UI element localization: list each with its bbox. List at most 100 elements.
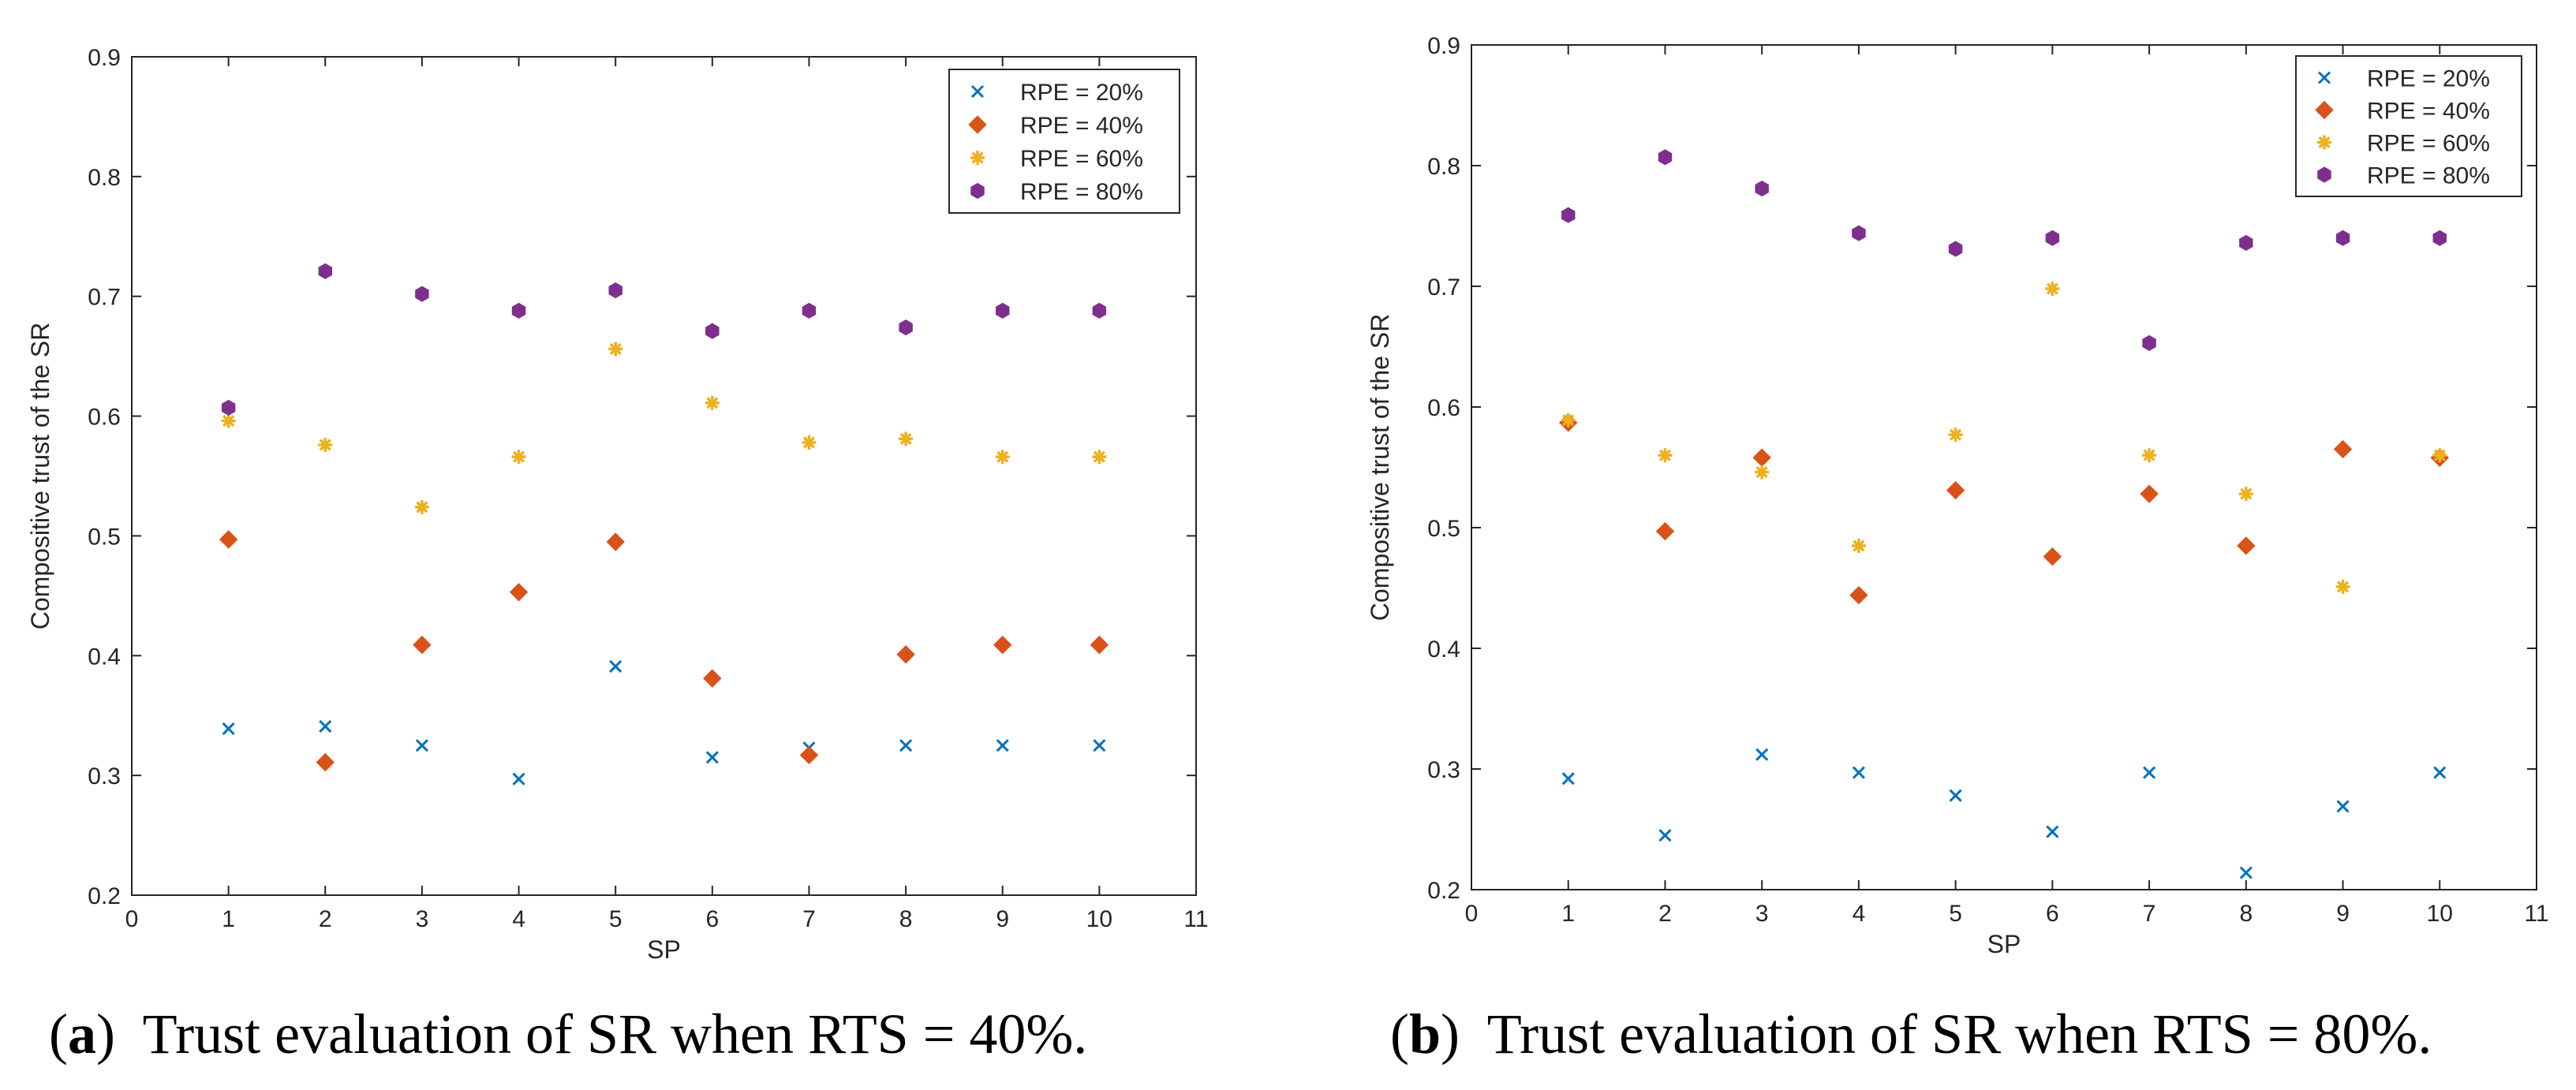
diamond-marker <box>219 530 238 549</box>
y-tick-label: 0.9 <box>1427 33 1460 59</box>
x-tick-label: 10 <box>1086 906 1112 932</box>
y-axis-label: Compositive trust of the SR <box>1366 314 1394 621</box>
x-tick-label: 3 <box>1755 901 1769 927</box>
x-tick-label: 8 <box>2239 901 2253 927</box>
x-marker <box>1561 772 1575 786</box>
series-3 <box>1561 282 2447 594</box>
x-tick-label: 0 <box>125 906 139 932</box>
hexagon-marker <box>802 302 817 319</box>
legend-label: RPE = 60% <box>1020 146 1143 172</box>
star-marker <box>414 499 429 514</box>
y-tick-label: 0.7 <box>88 285 121 311</box>
diamond-marker <box>896 645 915 664</box>
x-tick-label: 5 <box>1949 901 1962 927</box>
series-1 <box>222 659 1106 786</box>
chart-panel-b: 0 1 2 3 4 5 6 7 8 9 10 11 0.2 0.3 0.4 0.5 0.6 0.7 0.8 0.9 SP… <box>1341 0 2576 1090</box>
x-tick-label: 4 <box>1853 901 1866 927</box>
y-tick-label: 0.2 <box>88 883 121 909</box>
star-marker <box>705 395 720 410</box>
star-marker <box>995 450 1010 465</box>
series-4 <box>221 263 1107 416</box>
legend: RPE = 20% RPE = 40% RPE = 60% RPE = 80% <box>948 69 1180 214</box>
diamond-marker <box>1090 635 1109 655</box>
y-tick-label: 0.7 <box>1427 274 1460 300</box>
legend-label: RPE = 20% <box>1020 80 1143 106</box>
hexagon-marker <box>2045 230 2060 246</box>
hexagon-marker <box>2142 334 2156 351</box>
legend-marker <box>2315 100 2334 120</box>
x-marker <box>1949 789 1962 802</box>
hexagon-marker <box>415 286 429 302</box>
diamond-marker <box>1946 480 1965 500</box>
legend-marker <box>2317 71 2331 84</box>
y-tick-label: 0.6 <box>1427 395 1460 421</box>
diamond-marker <box>703 669 722 688</box>
star-marker <box>1755 465 1770 480</box>
diamond-marker <box>413 635 432 655</box>
caption-letter: a <box>67 1002 96 1066</box>
y-tick-label: 0.6 <box>88 405 121 431</box>
x-axis-label: SP <box>1987 930 2021 958</box>
hexagon-marker <box>899 319 913 336</box>
star-marker <box>2238 487 2253 502</box>
star-marker <box>802 435 817 450</box>
x-marker <box>1093 739 1106 752</box>
x-marker <box>2143 766 2156 779</box>
star-marker <box>1658 448 1673 463</box>
y-axis-label: Compositive trust of the SR <box>26 323 54 629</box>
x-marker <box>899 739 913 752</box>
x-marker <box>512 772 525 786</box>
chart-panel-a: 0 1 2 3 4 5 6 7 8 9 10 11 0.2 0.3 0.4 0.5 0.6 0.7 0.8 0.9 SP… <box>0 0 1247 1090</box>
hexagon-marker <box>996 302 1010 319</box>
legend-marker <box>968 115 987 134</box>
x-tick-label: 5 <box>609 906 623 932</box>
x-marker <box>2433 766 2447 779</box>
star-marker <box>511 450 526 465</box>
x-tick-label: 1 <box>1561 901 1575 927</box>
diamond-marker <box>316 752 335 772</box>
scatter-chart-a: 0 1 2 3 4 5 6 7 8 9 10 11 0.2 0.3 0.4 0.5 0.6 0.7 0.8 0.9 SP… <box>26 45 1209 964</box>
y-tick-label: 0.3 <box>1427 757 1460 783</box>
legend-marker <box>970 84 985 99</box>
diamond-marker <box>509 583 529 602</box>
diamond-marker <box>2043 547 2062 566</box>
star-marker <box>2432 448 2447 463</box>
x-tick-label: 10 <box>2427 901 2453 927</box>
scatter-chart-b: 0 1 2 3 4 5 6 7 8 9 10 11 0.2 0.3 0.4 0.5 0.6 0.7 0.8 0.9 SP… <box>1366 33 2549 958</box>
hexagon-marker <box>2335 230 2350 246</box>
x-marker <box>1658 829 1672 842</box>
legend-label: RPE = 20% <box>2367 66 2490 92</box>
legend-marker <box>2317 135 2331 150</box>
x-tick-label: 2 <box>1658 901 1672 927</box>
star-marker <box>2335 579 2350 594</box>
diamond-marker <box>993 635 1012 655</box>
x-marker <box>2336 800 2350 813</box>
x-tick-label: 0 <box>1465 901 1479 927</box>
star-marker <box>1092 450 1107 465</box>
legend-box <box>948 69 1180 214</box>
x-tick-label: 6 <box>705 906 719 932</box>
x-marker <box>1755 748 1769 761</box>
legend: RPE = 20% RPE = 40% RPE = 60% RPE = 80% <box>2295 55 2522 197</box>
x-marker <box>319 719 332 733</box>
legend-marker <box>2317 166 2331 183</box>
hexagon-marker <box>1755 180 1769 197</box>
caption-letter: b <box>1408 1002 1441 1066</box>
star-marker <box>2142 448 2157 463</box>
y-tick-label: 0.8 <box>1427 154 1460 180</box>
caption-text: Trust evaluation of SR when RTS = 40%. <box>142 1002 1088 1066</box>
x-marker <box>2046 825 2059 838</box>
hexagon-marker <box>511 302 526 319</box>
x-tick-label: 2 <box>319 906 332 932</box>
legend-label: RPE = 60% <box>2367 131 2490 157</box>
y-tick-label: 0.3 <box>88 763 121 790</box>
x-tick-label: 7 <box>2143 901 2156 927</box>
x-tick-label: 4 <box>512 906 525 932</box>
x-tick-label: 11 <box>1183 906 1208 932</box>
caption-text: Trust evaluation of SR when RTS = 80%. <box>1486 1002 2432 1066</box>
y-tick-label: 0.4 <box>88 644 121 670</box>
hexagon-marker <box>318 263 332 279</box>
series-4 <box>1561 149 2447 351</box>
x-marker <box>996 739 1009 752</box>
legend-box <box>2295 55 2522 197</box>
